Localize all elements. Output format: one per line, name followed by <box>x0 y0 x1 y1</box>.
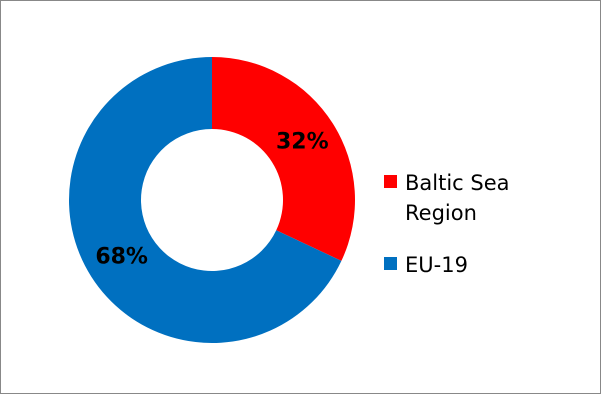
donut-slice-eu-19 <box>69 57 342 343</box>
legend-swatch-baltic-sea-region <box>384 175 397 188</box>
legend-item-eu-19: EU-19 <box>384 250 545 280</box>
chart-legend: Baltic Sea Region EU-19 <box>384 168 545 302</box>
legend-item-baltic-sea-region: Baltic Sea Region <box>384 168 545 228</box>
donut-slice-baltic-sea-region <box>212 57 355 261</box>
slice-label-eu-19: 68% <box>95 244 148 269</box>
slice-label-baltic-sea-region: 32% <box>276 130 329 155</box>
legend-swatch-eu-19 <box>384 257 397 270</box>
legend-label-eu-19: EU-19 <box>405 253 468 277</box>
legend-label-baltic-sea-region: Baltic Sea Region <box>405 171 510 225</box>
